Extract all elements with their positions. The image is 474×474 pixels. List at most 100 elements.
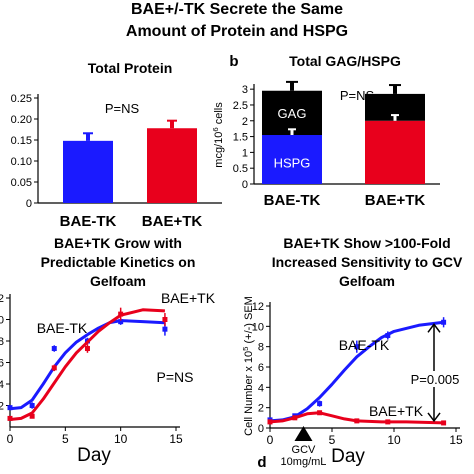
panel-a-y-tick-label: 0.10 — [11, 156, 32, 168]
panel-d-baeplustk-point — [317, 410, 323, 416]
panel-d-y-tick-label: 10 — [252, 321, 264, 333]
panel-c-x-label: Day — [77, 445, 111, 466]
panel-b-category-label: BAE+TK — [365, 192, 426, 209]
panel-d-y-tick-label: 4 — [258, 382, 264, 394]
panel-c-title-line: Predictable Kinetics on — [41, 254, 196, 270]
panel-b-label: b — [229, 53, 238, 70]
panel-c-baetk-point — [118, 319, 124, 325]
panel-d-title-line: BAE+TK Show >100-Fold — [283, 235, 450, 251]
panel-b-y-tick-label: 2 — [242, 116, 248, 128]
panel-d-series-label-baetk: BAE-TK — [339, 337, 390, 353]
panel-d-marker-label-line1: GCV — [292, 444, 317, 456]
panel-d-annotation: P=0.005 — [411, 372, 460, 387]
panel-c-series-label-baeplustk: BAE+TK — [161, 290, 216, 306]
panel-c-baetk-point — [51, 346, 57, 352]
panel-b-y-tick-label: 1 — [242, 147, 248, 159]
panel-c-baetk-point — [7, 405, 13, 411]
panel-d-baetk-point — [385, 332, 391, 338]
panel-d-y-tick-label: 6 — [258, 362, 264, 374]
panel-d-treatment-marker-icon — [294, 426, 313, 441]
panel-c-baeplustk-point — [84, 346, 90, 352]
panel-d-baetk-point — [441, 319, 447, 325]
panel-a-y-tick-label: 0.15 — [11, 135, 32, 147]
panel-c-y-tick-label: 8 — [0, 336, 4, 348]
panel-c-y-tick-label: 2 — [0, 401, 4, 413]
panel-d-baeplustk-point — [292, 415, 298, 421]
panel-d-y-tick-label: 0 — [258, 423, 264, 435]
panel-c-y-tick-label: 4 — [0, 379, 4, 391]
panel-d-bracket-arrow-up — [427, 323, 441, 333]
panel-d-baeplustk-point — [441, 420, 447, 426]
panel-a-y-tick-label: 0.25 — [11, 93, 32, 105]
panel-c-y-tick-label: 12 — [0, 293, 4, 305]
panel-d-annotation-bg — [406, 371, 464, 387]
panel-d-baeplustk-point — [354, 418, 360, 424]
panel-d-label: d — [257, 454, 266, 471]
panel-d-series-label-baeplustk: BAE+TK — [369, 403, 424, 419]
panel-b-bar-hspg — [365, 120, 425, 184]
panel-c-x-tick-label: 10 — [114, 432, 128, 446]
panel-b-category-label: BAE-TK — [264, 192, 321, 209]
panel-d-x-tick-label: 5 — [329, 433, 336, 447]
panel-b-y-tick-label: 1.5 — [233, 132, 248, 144]
panel-a-y-tick-label: 0.05 — [11, 177, 32, 189]
panel-d-x-tick-label: 10 — [387, 433, 401, 447]
panel-b-title: Total GAG/HSPG — [289, 53, 401, 69]
panel-a-y-tick-label: 0.20 — [11, 114, 32, 126]
panel-d-y-label: Cell Number x 105 (+/-) SEM — [241, 296, 256, 436]
panel-d-x-tick-label: 0 — [267, 433, 274, 447]
panel-c-title-line: BAE+TK Grow with — [54, 235, 182, 251]
panel-b-y-tick-label: 0.5 — [233, 163, 248, 175]
panel-b: b Total GAG/HSPG 0 0.5 1 1.5 2 2.5 3 mcg/106 cell… — [211, 53, 440, 209]
panel-a-bar-baetk — [147, 128, 197, 203]
panel-b-y-tick-label: 0 — [242, 179, 248, 191]
panel-c-title-line: Gelfoam — [90, 273, 146, 289]
panel-c-y-tick-label: 10 — [0, 315, 4, 327]
panel-b-series-label-gag: GAG — [278, 106, 307, 121]
panel-b-series-label-hspg: HSPG — [274, 156, 311, 171]
panel-d-x-label: Day — [331, 446, 365, 467]
panel-b-y-label: mcg/106 cells — [211, 102, 226, 168]
panel-d-baetk-point — [317, 401, 323, 407]
panel-d-y-tick-label: 2 — [258, 403, 264, 415]
panel-b-y-tick-label: 2.5 — [233, 100, 248, 112]
panel-d-marker-label-line2: 10mg/mL — [281, 456, 327, 468]
panel-c-baeplustk-point — [118, 311, 124, 317]
panel-d-y-tick-label: 12 — [252, 301, 264, 313]
panel-b-y-tick-label: 3 — [242, 84, 248, 96]
panel-c-x-tick-label: 15 — [169, 432, 183, 446]
panel-d-title-line: Gelfoam — [339, 273, 395, 289]
panel-c-series-label-baetk: BAE-TK — [37, 320, 88, 336]
panel-c-baeplustk-point — [51, 365, 57, 371]
panel-c-baeplustk-point — [7, 415, 13, 421]
panel-c-baetk-line — [9, 319, 165, 411]
figure-title-line2: Amount of Protein and HSPG — [126, 23, 348, 40]
panel-a-category-label: BAE+TK — [142, 213, 203, 230]
panel-d-baeplustk-point — [385, 419, 391, 425]
panel-b-bar-gag — [262, 90, 322, 135]
panel-d-y-tick-label: 8 — [258, 342, 264, 354]
panel-d-baetk-point — [354, 344, 360, 350]
panel-b-bar-hspg — [262, 135, 322, 184]
panel-d-bracket-arrow-down — [427, 412, 441, 423]
panel-a-annotation: P=NS — [105, 101, 140, 116]
panel-a: Total Protein 0 0.05 0.10 0.15 0.20 0.25 BAE-TK… — [11, 60, 222, 230]
panel-d: BAE+TK Show >100-Fold Increased Sensitivi… — [241, 235, 464, 471]
panel-a-bar-baetk — [63, 140, 113, 203]
panel-d-baeplustk-point — [267, 419, 273, 425]
panel-c-baetk-point — [29, 403, 35, 408]
panel-c-y-tick-label: 6 — [0, 358, 4, 370]
panel-b-annotation: P=NS — [340, 88, 375, 103]
panel-a-title: Total Protein — [88, 60, 173, 76]
panel-a-y-tick-label: 0 — [26, 198, 32, 210]
panel-c: BAE+TK Grow with Predictable Kinetics on G… — [0, 235, 216, 466]
panel-c-x-tick-label: 5 — [62, 432, 69, 446]
panel-d-title-line: Increased Sensitivity to GCV — [272, 254, 463, 270]
panel-c-baeplustk-point — [29, 413, 35, 419]
panel-c-x-tick-label: 0 — [7, 432, 14, 446]
figure-title-line1: BAE+/-TK Secrete the Same — [131, 1, 343, 18]
panel-d-x-tick-label: 15 — [449, 433, 463, 447]
panel-c-baetk-point — [162, 326, 168, 332]
panel-c-baeplustk-point — [162, 317, 168, 322]
